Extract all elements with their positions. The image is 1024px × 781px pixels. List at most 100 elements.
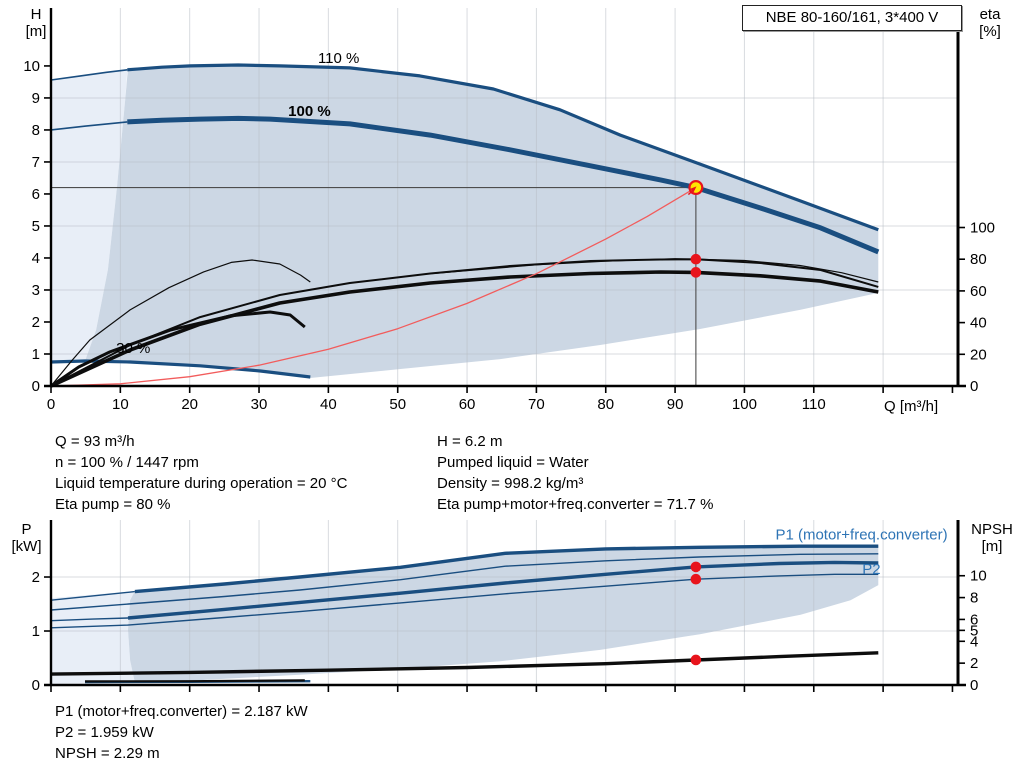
pump-title-box: NBE 80-160/161, 3*400 V [742,5,962,31]
eta-axis-label: eta [%] [968,6,1012,40]
info-line-p2: P2 = 1.959 kW [55,724,154,741]
x-tick-label: 20 [181,396,198,413]
head-efficiency-chart-envelope-light [51,69,128,363]
y-left-tick-label: 10 [23,58,40,75]
npsh-curve [50,651,879,676]
speed-100-curve [127,115,880,255]
h-axis-label: H [m] [18,6,54,40]
h-axis-label-unit: [m] [25,23,47,40]
x-tick-label: 90 [667,396,684,413]
p2-100-curve [50,573,879,629]
head-efficiency-chart-envelope-main [85,65,879,378]
y-right-tick-label: 6 [970,611,978,628]
h-axis-label-symbol: H [30,6,42,23]
y-right-tick-label: 60 [970,283,987,300]
info-line-p1: P1 (motor+freq.converter) = 2.187 kW [55,703,308,720]
p2-point [690,573,702,585]
y-right-tick-label: 8 [970,590,978,607]
eta-pump-point [690,253,702,265]
x-tick-label: 70 [528,396,545,413]
p1-100-thin-curve [50,617,129,622]
npsh-axis-label-unit: [m] [981,538,1003,555]
eta-total-point [690,267,702,278]
eta-pump-curve [50,258,879,387]
x-tick-label: 80 [597,396,614,413]
power-npsh-chart-envelope-light [51,591,135,684]
y-left-tick-label: 9 [32,90,40,107]
head-efficiency-chart: 0 10 20 30 40 50 60 70 80 90 100 110012345678910020… [23,8,995,413]
info-line-q: Q = 93 m³/h [55,433,135,450]
y-right-tick-label: 100 [970,220,995,237]
info-line-npsh: NPSH = 2.29 m [55,745,160,762]
y-left-tick-label: 1 [32,346,40,363]
y-left-tick-label: 4 [32,250,40,267]
y-left-tick-label: 0 [32,378,40,395]
speed-100-thin-curve [50,121,128,131]
x-tick-label: 60 [459,396,476,413]
y-right-tick-label: 2 [970,655,978,672]
eta-total-curve [50,270,879,388]
y-left-tick-label: 7 [32,154,40,171]
y-right-tick-label: 4 [970,633,978,650]
label-p2: P2 [862,561,880,578]
y-right-tick-label: 10 [970,568,987,585]
p-axis-label-unit: [kW] [11,538,42,555]
speed-110-curve [127,63,879,232]
y-right-tick-label: 5 [970,622,978,639]
info-line-temp: Liquid temperature during operation = 20… [55,475,348,492]
info-line-n: n = 100 % / 1447 rpm [55,454,199,471]
y-left-tick-label: 6 [32,186,40,203]
eta-axis-label-unit: [%] [979,23,1001,40]
y-left-tick-label: 5 [32,218,40,235]
y-left-tick-label: 2 [32,314,40,331]
x-tick-label: 40 [320,396,337,413]
eta-axis-label-symbol: eta [979,6,1001,23]
x-tick-label: 30 [251,396,268,413]
duty-info-right: H = 6.2 m Pumped liquid = Water Density … [437,431,713,515]
x-tick-label: 110 [802,396,826,413]
label-100-percent: 100 % [288,103,331,120]
y-right-tick-label: 20 [970,346,987,363]
y-right-tick-label: 0 [970,378,978,395]
info-line-liquid: Pumped liquid = Water [437,454,589,471]
p1-point [690,561,702,573]
x-tick-label: 10 [112,396,129,413]
p2-110-curve [50,553,879,611]
system-curve [50,187,697,387]
label-110-percent: 110 % [318,50,359,67]
x-tick-label: 100 [732,396,757,413]
p1-110-thin-curve [50,590,135,601]
p1-110-curve [134,544,879,594]
q-axis-label: Q [m³/h] [884,398,939,415]
npsh-axis-label: NPSH [m] [962,521,1022,555]
p-axis-label-symbol: P [21,521,32,538]
npsh-point [690,654,702,666]
speed-30-curve [50,359,311,379]
info-line-h: H = 6.2 m [437,433,503,450]
info-line-eta-pump: Eta pump = 80 % [55,496,171,513]
npsh-axis-label-symbol: NPSH [971,521,1013,538]
p-axis-label: P [kW] [8,521,45,555]
x-tick-label: 0 [47,396,55,413]
y-right-tick-label: 0 [970,677,978,694]
npsh-30-curve [84,679,305,683]
eta-30-arc-curve [50,259,311,387]
duty-info-left: Q = 93 m³/h n = 100 % / 1447 rpm Liquid … [55,431,347,515]
x-tick-label: 50 [389,396,406,413]
y-right-tick-label: 80 [970,251,987,268]
speed-110-thin-curve [50,69,128,81]
y-left-tick-label: 0 [32,677,40,694]
label-30-percent: 30 % [116,340,150,357]
power-npsh-chart: 0 1 2 0 2 456 8 10 P1 (motor+freq.converter) P2 [32,520,987,694]
y-left-tick-label: 1 [32,623,40,640]
p1-100-curve [127,560,879,620]
y-right-tick-label: 40 [970,315,987,332]
y-left-tick-label: 8 [32,122,40,139]
y-left-tick-label: 2 [32,569,40,586]
duty-arrow-head [690,186,697,193]
info-line-eta-total: Eta pump+motor+freq.converter = 71.7 % [437,496,714,513]
info-line-density: Density = 998.2 kg/m³ [437,475,584,492]
y-left-tick-label: 3 [32,282,40,299]
power-info: P1 (motor+freq.converter) = 2.187 kW P2 … [55,701,308,764]
